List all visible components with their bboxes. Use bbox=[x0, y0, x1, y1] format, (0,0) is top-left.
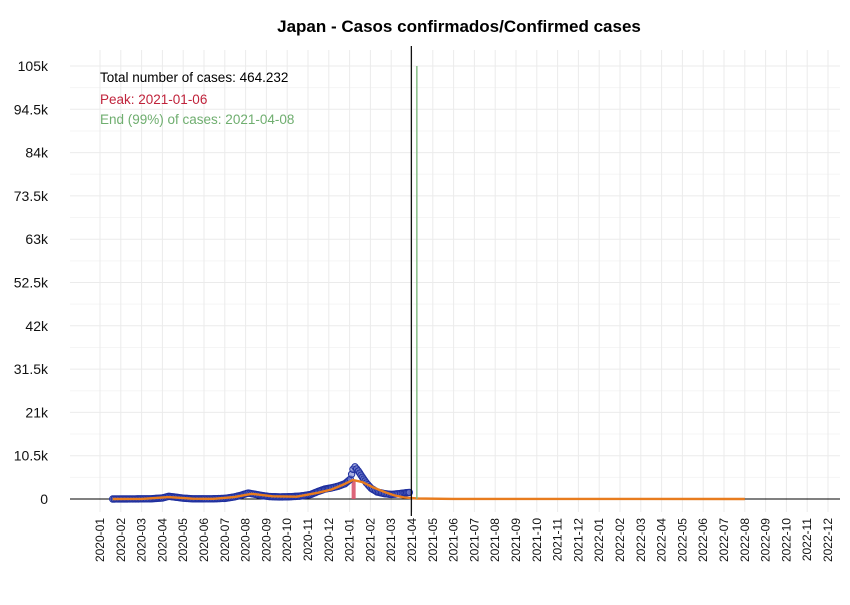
x-tick-label: 2020-02 bbox=[114, 518, 128, 562]
x-tick-label: 2022-10 bbox=[779, 518, 793, 562]
x-tick-label: 2021-12 bbox=[571, 518, 585, 562]
x-tick-label: 2020-11 bbox=[301, 518, 315, 561]
annotation-total-cases: Total number of cases: 464.232 bbox=[100, 70, 288, 85]
x-tick-label: 2021-04 bbox=[405, 518, 419, 562]
series-layer bbox=[70, 463, 840, 503]
y-axis: 0 10.5k 21k 31.5k 42k 52.5k 63k 73.5k 84k 94.5k 10… bbox=[14, 58, 49, 507]
chart-title: Japan - Casos confirmados/Confirmed case… bbox=[277, 17, 641, 36]
annotation-end-date: End (99%) of cases: 2021-04-08 bbox=[100, 112, 294, 127]
y-tick-label: 10.5k bbox=[14, 448, 49, 464]
y-tick-label: 52.5k bbox=[14, 275, 49, 291]
x-tick-label: 2021-07 bbox=[467, 518, 481, 562]
x-tick-label: 2022-09 bbox=[759, 518, 773, 562]
x-tick-label: 2021-11 bbox=[551, 518, 565, 561]
x-tick-label: 2020-05 bbox=[176, 518, 190, 562]
x-tick-label: 2022-02 bbox=[613, 518, 627, 562]
x-tick-label: 2020-08 bbox=[239, 518, 253, 562]
x-tick-label: 2021-02 bbox=[363, 518, 377, 562]
x-tick-label: 2020-04 bbox=[155, 518, 169, 562]
x-tick-label: 2021-08 bbox=[488, 518, 502, 562]
x-tick-label: 2020-06 bbox=[197, 518, 211, 562]
x-tick-label: 2020-01 bbox=[93, 518, 107, 562]
x-tick-label: 2021-03 bbox=[384, 518, 398, 562]
y-tick-label: 0 bbox=[40, 491, 48, 507]
y-tick-label: 63k bbox=[25, 231, 49, 247]
grid-layer bbox=[70, 50, 840, 512]
x-tick-label: 2022-04 bbox=[655, 518, 669, 562]
x-tick-label: 2020-10 bbox=[280, 518, 294, 562]
y-tick-label: 94.5k bbox=[14, 101, 49, 117]
x-tick-label: 2021-10 bbox=[530, 518, 544, 562]
x-tick-label: 2022-03 bbox=[634, 518, 648, 562]
y-tick-label: 42k bbox=[25, 318, 49, 334]
annotation-peak-date: Peak: 2021-01-06 bbox=[100, 92, 207, 107]
x-tick-label: 2022-05 bbox=[675, 518, 689, 562]
x-tick-label: 2022-01 bbox=[592, 518, 606, 562]
x-tick-label: 2022-12 bbox=[821, 518, 835, 562]
y-tick-label: 105k bbox=[18, 58, 49, 74]
y-tick-label: 73.5k bbox=[14, 188, 49, 204]
y-tick-label: 31.5k bbox=[14, 361, 49, 377]
y-tick-label: 21k bbox=[25, 404, 49, 420]
x-tick-label: 2021-05 bbox=[426, 518, 440, 562]
fitted-line bbox=[112, 478, 745, 501]
vline-layer bbox=[410, 46, 418, 516]
x-tick-label: 2020-03 bbox=[135, 518, 149, 562]
x-tick-label: 2022-08 bbox=[738, 518, 752, 562]
x-tick-label: 2021-01 bbox=[343, 518, 357, 562]
x-tick-label: 2022-07 bbox=[717, 518, 731, 562]
x-tick-label: 2020-09 bbox=[259, 518, 273, 562]
x-tick-label: 2021-09 bbox=[509, 518, 523, 562]
x-tick-label: 2022-11 bbox=[800, 518, 814, 561]
x-tick-label: 2022-06 bbox=[696, 518, 710, 562]
x-tick-label: 2020-12 bbox=[322, 518, 336, 562]
x-tick-label: 2020-07 bbox=[218, 518, 232, 562]
x-tick-label: 2021-06 bbox=[447, 518, 461, 562]
y-tick-label: 84k bbox=[25, 145, 49, 161]
peak-band bbox=[351, 480, 356, 499]
x-axis: 2020-01 2020-02 2020-03 2020-04 2020-05 2020-… bbox=[93, 518, 835, 562]
